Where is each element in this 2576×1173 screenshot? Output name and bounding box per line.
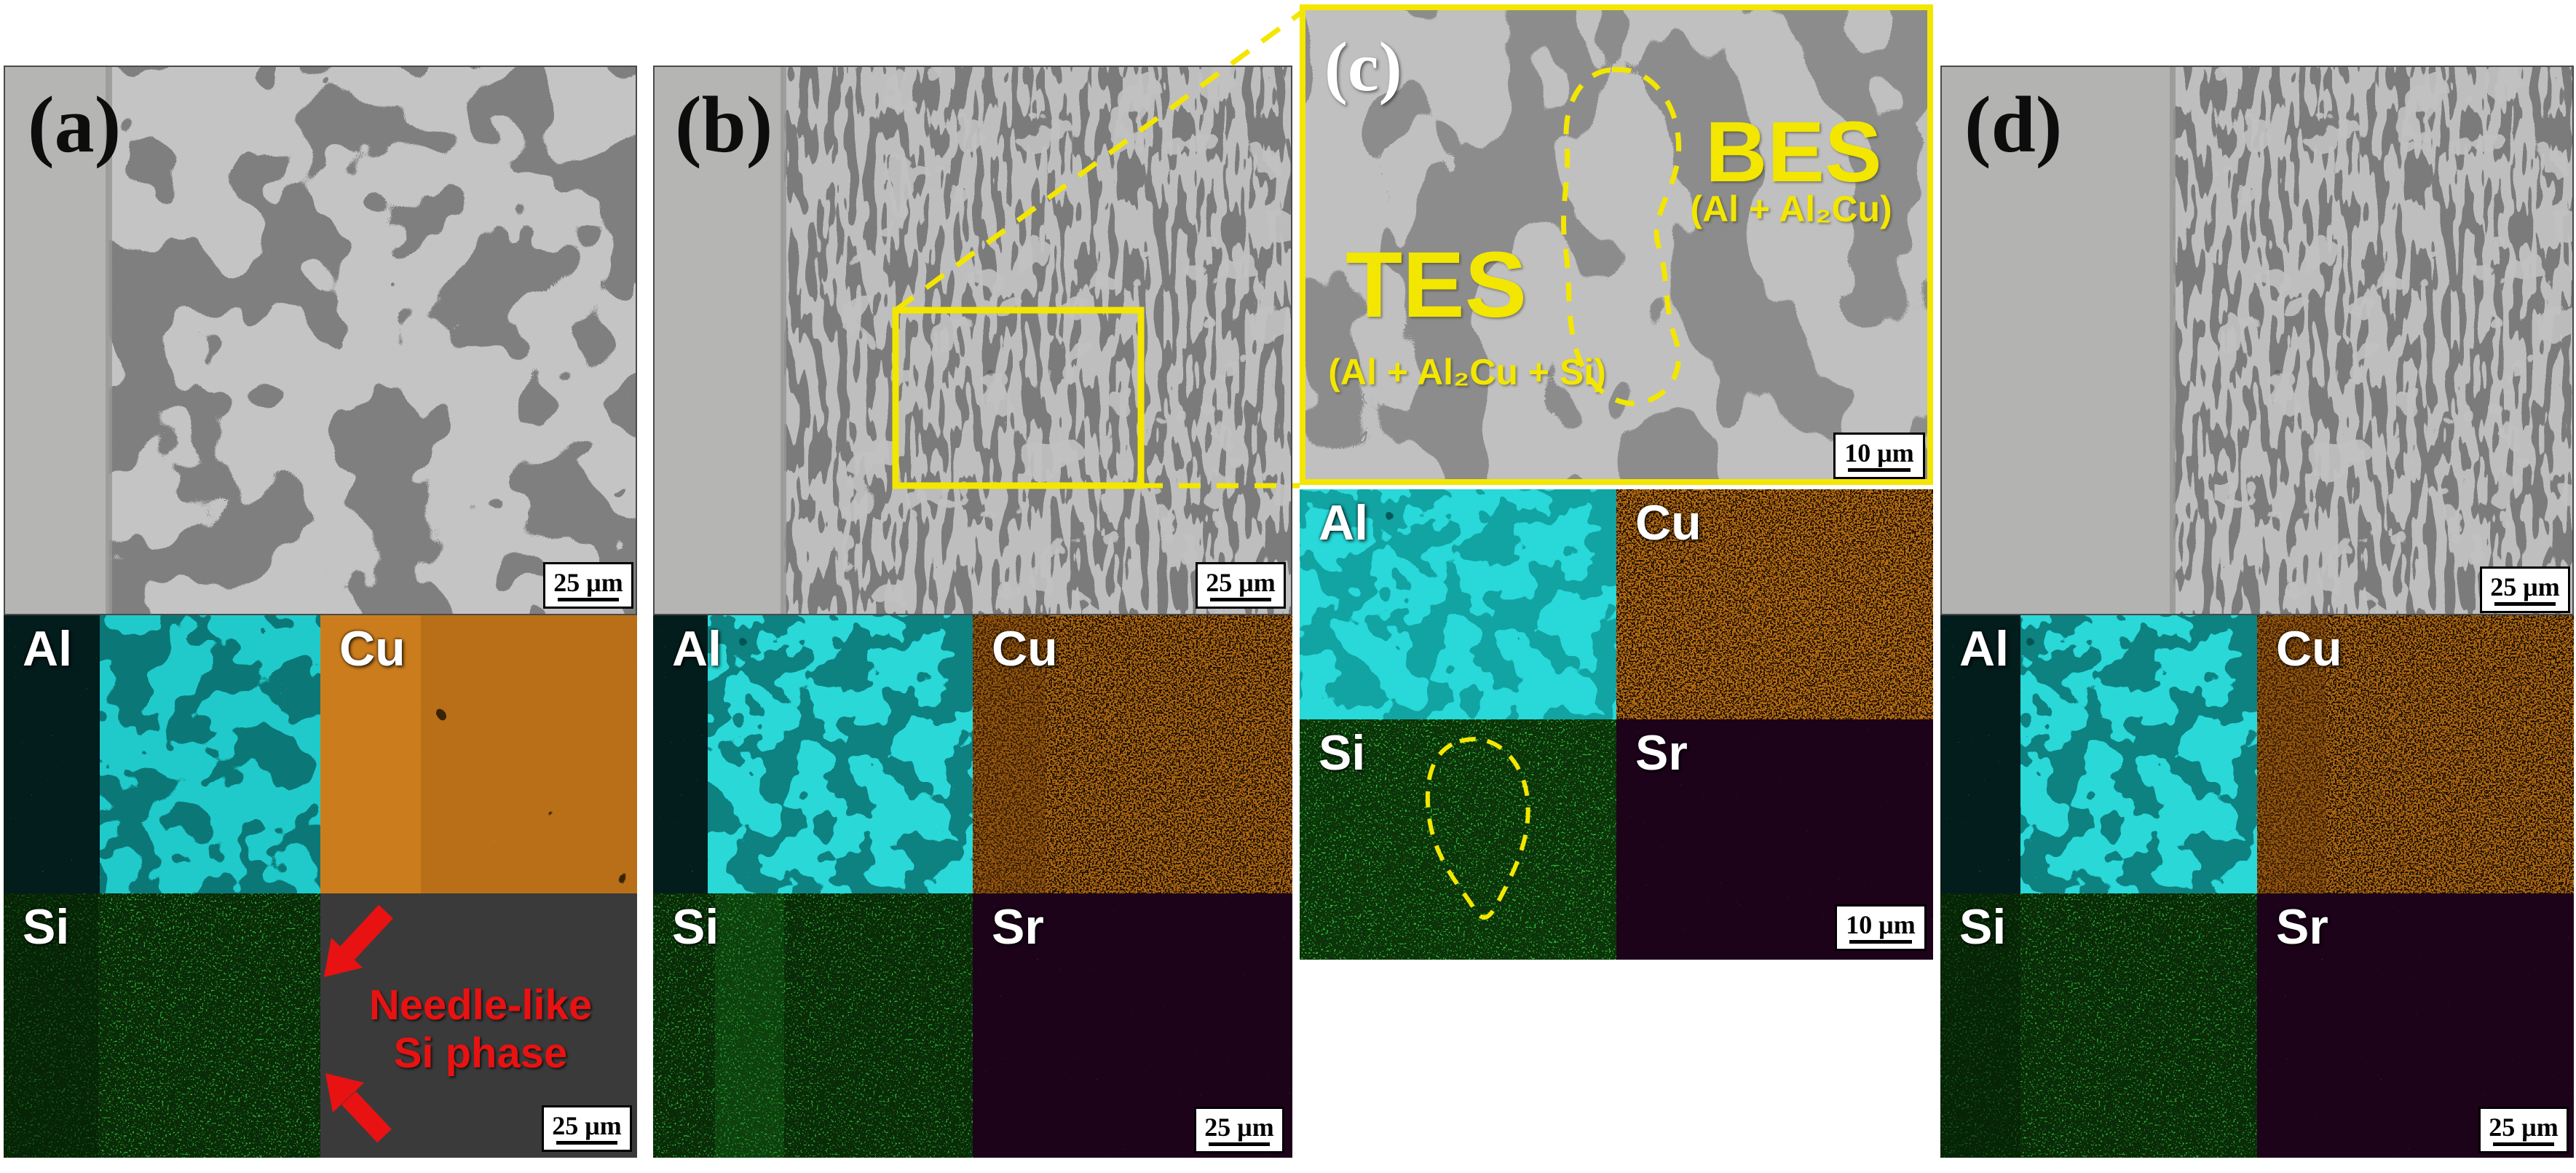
scale-text: 10 μm <box>1844 438 1914 467</box>
panel-a-sem-image: (a) <box>4 66 637 615</box>
element-label-al: Al <box>23 621 72 676</box>
scale-text: 25 μm <box>1204 1113 1274 1142</box>
panel-b-map-scale-bar: 25 μm <box>1194 1107 1284 1153</box>
scale-rule <box>557 598 620 601</box>
element-label-al: Al <box>672 621 722 676</box>
scale-rule <box>556 1141 618 1145</box>
element-label-cu: Cu <box>992 621 1058 676</box>
element-label-si: Si <box>1959 899 2007 955</box>
panel-d-label: (d) <box>1964 80 2063 169</box>
scale-rule <box>2492 1142 2555 1146</box>
element-label-sr: Sr <box>1635 725 1688 781</box>
note-line-1: Needle-like <box>368 982 593 1029</box>
panel-a-al-map: Al <box>4 615 320 893</box>
scale-rule <box>1209 598 1272 601</box>
element-label-cu: Cu <box>339 621 406 676</box>
element-label-al: Al <box>1959 621 2009 676</box>
panel-a-sem-scale-bar: 25 μm <box>543 562 633 609</box>
panel-d-map-scale-bar: 25 μm <box>2478 1107 2569 1153</box>
panel-d-cu-map: Cu <box>2257 615 2574 893</box>
scale-rule <box>1849 940 1913 944</box>
panel-d-si-map: Si <box>1940 893 2257 1158</box>
panel-c-al-map: Al <box>1300 489 1616 719</box>
tes-region-label: TES <box>1346 233 1527 337</box>
element-label-si: Si <box>23 899 70 955</box>
tes-region-sublabel: (Al + Al₂Cu + Si) <box>1328 352 1606 392</box>
scale-text: 25 μm <box>1206 568 1276 597</box>
element-label-cu: Cu <box>1635 495 1702 550</box>
panel-d-sem-image: (d) <box>1940 66 2574 615</box>
panel-b-sem-scale-bar: 25 μm <box>1196 562 1286 609</box>
element-label-al: Al <box>1319 495 1368 550</box>
bes-region-label: BES <box>1705 104 1882 200</box>
panel-a-si-map: Si <box>4 893 320 1158</box>
scale-text: 10 μm <box>1846 910 1916 939</box>
note-line-2: Si phase <box>393 1030 568 1078</box>
panel-b-cu-map: Cu <box>973 615 1292 893</box>
scale-rule <box>1208 1142 1271 1146</box>
panel-c-si-map: Si <box>1300 719 1616 960</box>
panel-a-label: (a) <box>28 80 122 169</box>
scale-text: 25 μm <box>2490 572 2560 601</box>
element-label-si: Si <box>672 899 719 955</box>
panel-d-sem-scale-bar: 25 μm <box>2480 566 2570 613</box>
panel-a-map-scale-bar: 25 μm <box>542 1105 632 1152</box>
panel-b-label: (b) <box>675 80 773 169</box>
element-label-si: Si <box>1319 725 1366 781</box>
panel-d-al-map: Al <box>1940 615 2257 893</box>
panel-c-sr-map: Sr <box>1616 719 1933 960</box>
panel-b-sem-image: (b) <box>653 66 1292 615</box>
element-label-cu: Cu <box>2276 621 2342 676</box>
panel-c-inset-scale-bar: 10 μm <box>1833 433 1925 479</box>
bes-region-sublabel: (Al + Al₂Cu) <box>1690 189 1892 229</box>
panel-c-map-scale-bar: 10 μm <box>1835 904 1927 951</box>
panel-a-cu-map: Cu <box>320 615 637 893</box>
panel-b-si-map: Si <box>653 893 973 1158</box>
element-label-sr: Sr <box>2276 899 2328 955</box>
panel-c-label: (c) <box>1324 28 1402 106</box>
scale-text: 25 μm <box>2489 1113 2559 1142</box>
scale-rule <box>2494 602 2556 606</box>
scale-text: 25 μm <box>552 1111 622 1140</box>
panel-b-al-map: Al <box>653 615 973 893</box>
scale-text: 25 μm <box>553 568 623 597</box>
scale-rule <box>1847 468 1911 472</box>
element-label-sr: Sr <box>992 899 1044 955</box>
needle-like-si-note: Needle-like Si phase <box>339 982 623 1078</box>
panel-c-cu-map: Cu <box>1616 489 1933 719</box>
